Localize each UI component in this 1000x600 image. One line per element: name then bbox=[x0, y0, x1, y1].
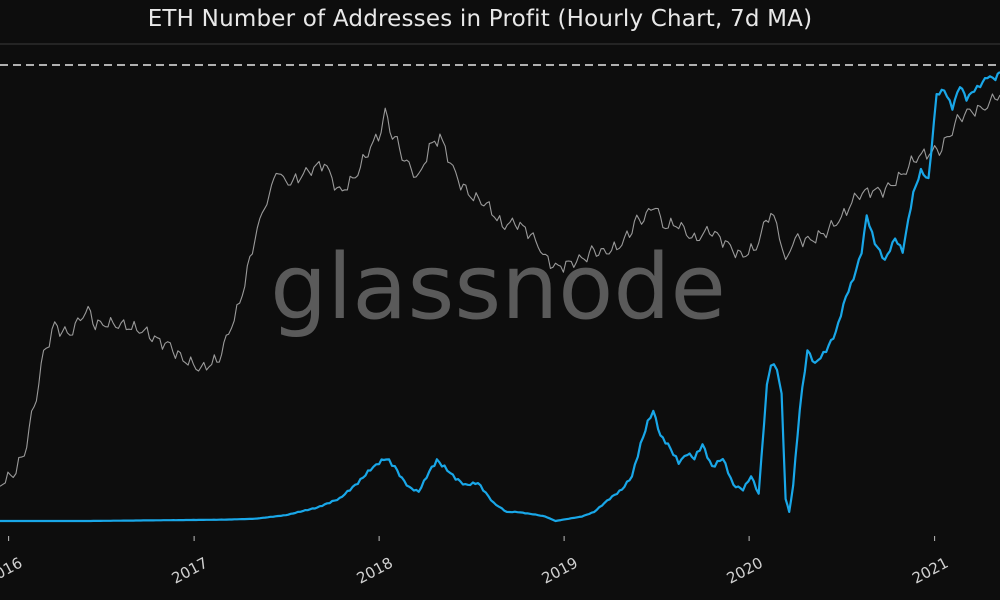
series-line-addresses-in-profit bbox=[0, 71, 1000, 523]
series-layer bbox=[0, 71, 1000, 523]
x-tick-label-2016: 2016 bbox=[0, 554, 25, 588]
x-tick-label-2019: 2019 bbox=[539, 554, 581, 588]
chart-title: ETH Number of Addresses in Profit (Hourl… bbox=[147, 6, 813, 32]
x-tick-label-2021: 2021 bbox=[909, 554, 951, 588]
series-line-eth-price bbox=[0, 93, 1000, 487]
glassnode-watermark: glassnode bbox=[270, 235, 726, 340]
x-axis: 2016 2017 2018 2019 2020 2021 bbox=[0, 536, 951, 587]
x-tick-label-2018: 2018 bbox=[354, 554, 396, 588]
x-tick-label-2020: 2020 bbox=[724, 554, 766, 588]
x-tick-label-2017: 2017 bbox=[169, 554, 211, 588]
